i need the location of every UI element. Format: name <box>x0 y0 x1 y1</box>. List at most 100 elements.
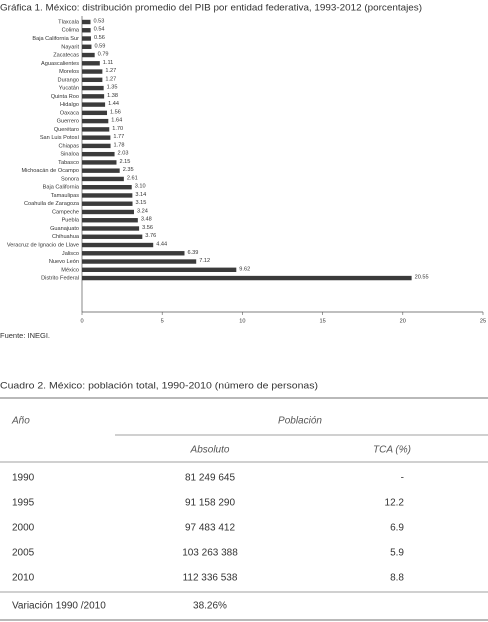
value-label: 1.27 <box>105 76 116 82</box>
rate-cell: 8.8 <box>390 573 404 584</box>
x-tick-label: 20 <box>400 318 406 324</box>
value-label: 1.70 <box>112 126 123 132</box>
y-tick-label: Sinaloa <box>60 152 80 158</box>
bar <box>82 267 237 272</box>
y-tick-label: Aguascalientes <box>41 61 79 67</box>
y-tick-label: Oaxaca <box>60 110 80 116</box>
bar <box>82 160 117 165</box>
y-tick-label: Distrito Federal <box>41 276 79 282</box>
year-cell: 2005 <box>12 548 35 559</box>
absolute-cell: 97 483 412 <box>185 523 235 534</box>
value-label: 0.53 <box>94 18 105 24</box>
value-label: 1.27 <box>105 68 116 74</box>
y-tick-label: México <box>61 267 79 273</box>
bar <box>82 94 105 99</box>
value-label: 2.61 <box>127 175 138 181</box>
y-tick-label: Tabasco <box>58 160 79 166</box>
bar <box>82 36 91 41</box>
bar <box>82 168 120 173</box>
bar <box>82 259 197 264</box>
bar <box>82 193 133 198</box>
y-tick-label: Guerrero <box>57 119 79 125</box>
table-title: Cuadro 2. México: población total, 1990-… <box>0 381 318 392</box>
y-tick-label: Baja California Sur <box>32 36 79 42</box>
value-label: 2.03 <box>118 151 129 157</box>
absolute-cell: 91 158 290 <box>185 498 235 509</box>
year-cell: 1990 <box>12 473 35 484</box>
x-tick-label: 0 <box>80 318 83 324</box>
bar <box>82 44 92 49</box>
table-body: 1990 81 249 645 - 1995 91 158 290 12.2 2000 97 … <box>12 473 404 584</box>
y-tick-label: Zacatecas <box>53 53 79 59</box>
x-tick-label: 10 <box>239 318 245 324</box>
value-label: 9.62 <box>239 266 250 272</box>
bar <box>82 19 91 25</box>
absolute-cell: 112 336 538 <box>183 573 238 584</box>
value-label: 20.55 <box>415 275 429 281</box>
y-tick-label: Michoacán de Ocampo <box>21 168 79 174</box>
y-tick-label: Tamaulipas <box>51 193 79 199</box>
source: Fuente: INEGI. <box>0 331 50 340</box>
bar <box>82 218 138 223</box>
y-tick-label: Chihuahua <box>52 234 80 240</box>
value-label: 1.44 <box>108 101 119 107</box>
bar <box>82 52 95 58</box>
rate-cell: 12.2 <box>385 498 405 509</box>
bar <box>82 176 124 182</box>
value-label: 3.15 <box>136 200 147 206</box>
footer-label: Variación 1990 /2010 <box>12 601 106 612</box>
value-label: 1.78 <box>114 142 125 148</box>
bar <box>82 85 104 91</box>
value-label: 3.56 <box>142 225 153 231</box>
header: Absoluto <box>190 445 230 456</box>
header: TCA (%) <box>373 445 411 456</box>
bar <box>82 234 143 239</box>
value-label: 7.12 <box>199 258 210 264</box>
y-tick-label: Morelos <box>59 69 79 75</box>
value-label: 1.11 <box>103 60 113 66</box>
y-tick-label: Tlaxcala <box>58 19 80 25</box>
header: Población <box>278 416 322 427</box>
chart: 0 5 10 15 20 25 Tlaxcala 0.53 Colima 0.54 Baja Cal… <box>7 16 486 324</box>
rate-cell: 6.9 <box>390 523 404 534</box>
x-tick-label: 15 <box>319 318 325 324</box>
bar <box>82 242 154 248</box>
bar <box>82 275 412 281</box>
chart-title: Gráfica 1. México: distribución promedio… <box>0 3 422 14</box>
value-label: 3.14 <box>135 192 146 198</box>
year-cell: 1995 <box>12 498 35 509</box>
value-label: 0.54 <box>94 27 105 33</box>
y-tick-label: Colima <box>62 28 80 34</box>
x-tick-label: 25 <box>480 318 486 324</box>
bar <box>82 251 185 256</box>
y-tick-label: Yucatán <box>59 86 79 92</box>
value-label: 4.44 <box>156 242 167 248</box>
x-tick-label: 5 <box>161 318 164 324</box>
rate-cell: - <box>401 473 404 484</box>
y-tick-label: Jalisco <box>62 251 79 257</box>
header: Año <box>11 416 30 427</box>
bar <box>82 102 106 107</box>
y-tick-label: Nuevo León <box>49 259 79 265</box>
absolute-cell: 81 249 645 <box>185 473 235 484</box>
value-label: 1.56 <box>110 109 121 115</box>
y-tick-label: Nayarit <box>61 44 79 50</box>
y-tick-label: Guanajuato <box>50 226 79 232</box>
bar <box>82 28 91 33</box>
bar <box>82 118 109 124</box>
year-cell: 2010 <box>12 573 35 584</box>
bar <box>82 69 103 74</box>
value-label: 1.64 <box>111 118 122 124</box>
y-tick-label: Querétaro <box>54 127 79 133</box>
bar <box>82 201 133 206</box>
rate-cell: 5.9 <box>390 548 404 559</box>
value-label: 1.38 <box>107 93 118 99</box>
bar <box>82 185 132 190</box>
bar <box>82 127 110 132</box>
value-label: 3.76 <box>145 233 156 239</box>
bar <box>82 135 111 140</box>
y-tick-label: San Luis Potosí <box>40 135 80 141</box>
bar <box>82 110 108 116</box>
